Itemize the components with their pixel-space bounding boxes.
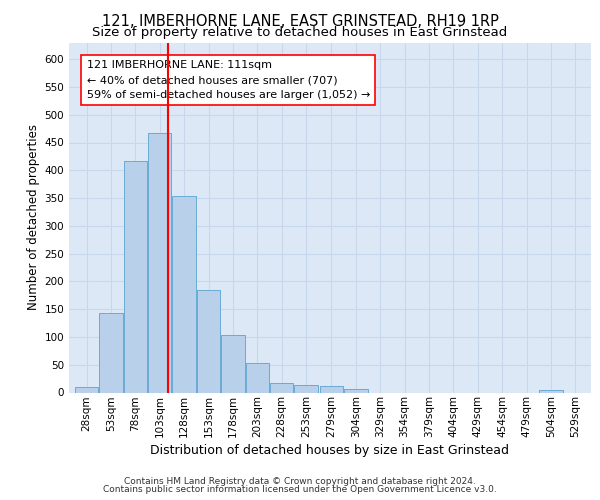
Bar xyxy=(124,162,147,392)
Text: Contains public sector information licensed under the Open Government Licence v3: Contains public sector information licen… xyxy=(103,485,497,494)
Y-axis label: Number of detached properties: Number of detached properties xyxy=(27,124,40,310)
Bar xyxy=(197,290,220,393)
Bar xyxy=(245,362,269,392)
Bar xyxy=(295,384,318,392)
X-axis label: Distribution of detached houses by size in East Grinstead: Distribution of detached houses by size … xyxy=(151,444,509,458)
Bar xyxy=(221,336,245,392)
Bar xyxy=(172,196,196,392)
Bar xyxy=(320,386,343,392)
Bar xyxy=(75,387,98,392)
Bar xyxy=(270,382,293,392)
Bar xyxy=(539,390,563,392)
Bar xyxy=(344,389,368,392)
Text: 121 IMBERHORNE LANE: 111sqm
← 40% of detached houses are smaller (707)
59% of se: 121 IMBERHORNE LANE: 111sqm ← 40% of det… xyxy=(86,60,370,100)
Text: Size of property relative to detached houses in East Grinstead: Size of property relative to detached ho… xyxy=(92,26,508,39)
Text: Contains HM Land Registry data © Crown copyright and database right 2024.: Contains HM Land Registry data © Crown c… xyxy=(124,477,476,486)
Bar xyxy=(99,313,122,392)
Bar xyxy=(148,133,172,392)
Text: 121, IMBERHORNE LANE, EAST GRINSTEAD, RH19 1RP: 121, IMBERHORNE LANE, EAST GRINSTEAD, RH… xyxy=(101,14,499,29)
